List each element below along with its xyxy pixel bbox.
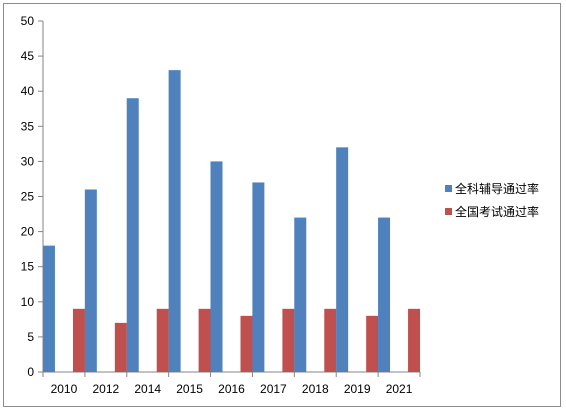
bar-series-1	[42, 245, 55, 372]
y-tick-label: 30	[21, 154, 35, 168]
chart-bars	[42, 70, 421, 372]
bar-series-1	[294, 217, 307, 372]
y-tick-label: 25	[21, 190, 35, 204]
bar-series-2	[324, 308, 337, 372]
y-tick-label: 40	[21, 84, 35, 98]
x-tick-label: 2010	[51, 382, 78, 396]
bar-series-1	[378, 217, 391, 372]
legend-swatch	[445, 185, 452, 192]
bar-series-1	[126, 98, 139, 372]
y-tick-label: 10	[21, 295, 35, 309]
legend-swatch	[445, 208, 452, 215]
bar-series-2	[72, 308, 85, 372]
bar-series-1	[252, 182, 265, 372]
bar-series-1	[168, 70, 181, 372]
bar-series-2	[240, 315, 253, 372]
y-tick-label: 35	[21, 119, 35, 133]
y-tick-label: 45	[21, 49, 35, 63]
y-tick-label: 5	[27, 330, 34, 344]
y-tick-label: 15	[21, 260, 35, 274]
x-tick-label: 2018	[302, 382, 329, 396]
bar-series-2	[156, 308, 169, 372]
bar-series-2	[198, 308, 211, 372]
x-tick-label: 2012	[92, 382, 119, 396]
bar-series-2	[114, 322, 127, 372]
y-tick-label: 50	[21, 14, 35, 28]
x-tick-label: 2016	[218, 382, 245, 396]
bar-series-1	[84, 189, 97, 372]
x-tick-label: 2015	[176, 382, 203, 396]
bar-series-2	[282, 308, 295, 372]
chart-ticks: 0 5 10 15 20 25 30 35 40 45 50 2010 2012 2014 2015 2016…	[21, 14, 413, 396]
legend-label: 全国考试通过率	[455, 204, 539, 219]
x-tick-label: 2017	[260, 382, 287, 396]
bar-series-2	[366, 315, 379, 372]
bar-series-1	[336, 147, 349, 372]
x-tick-label: 2019	[344, 382, 371, 396]
bar-series-2	[408, 308, 421, 372]
bar-series-1	[210, 161, 223, 372]
x-tick-label: 2021	[386, 382, 413, 396]
legend-label: 全科辅导通过率	[455, 181, 539, 196]
x-tick-label: 2014	[134, 382, 161, 396]
y-tick-label: 0	[27, 365, 34, 379]
y-tick-label: 20	[21, 225, 35, 239]
